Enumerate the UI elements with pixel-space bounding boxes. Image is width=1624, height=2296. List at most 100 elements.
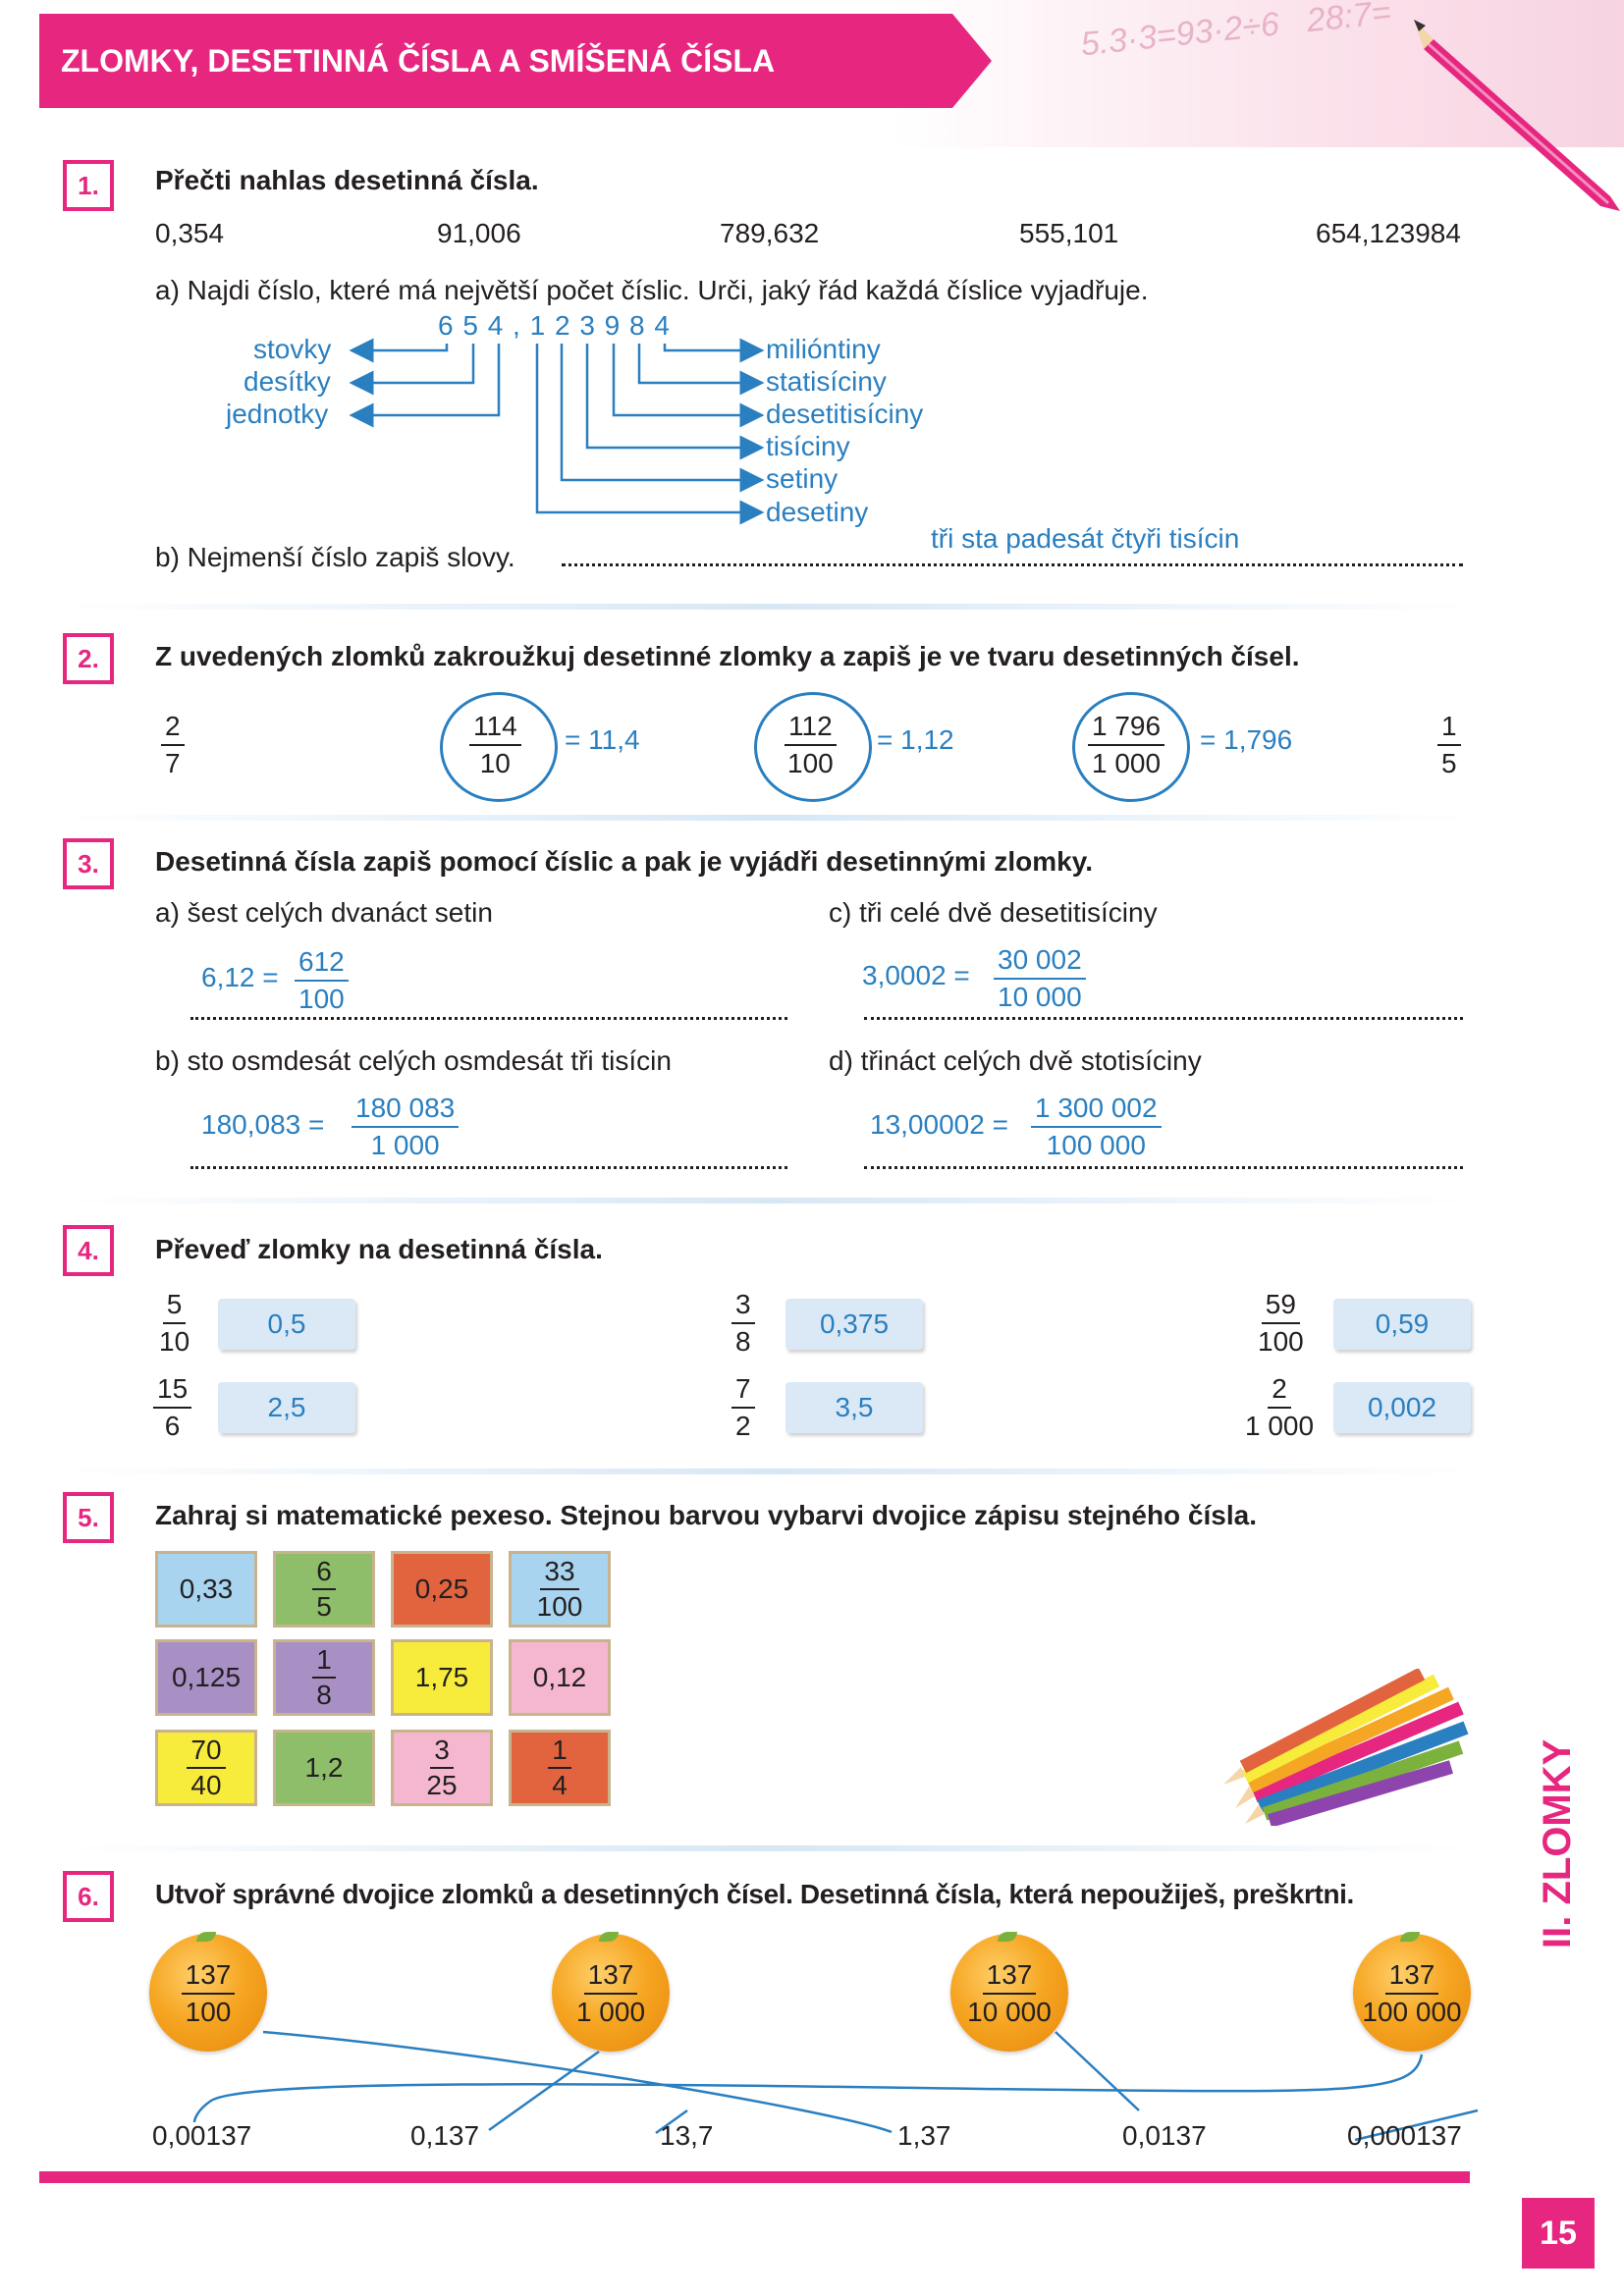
numerator: 1 — [1437, 709, 1461, 746]
divider — [69, 1198, 1473, 1203]
decimal-option[interactable]: 1,37 — [897, 2120, 951, 2151]
place-label: jednotky — [226, 399, 329, 429]
memory-tile[interactable]: 33 100 — [509, 1551, 611, 1628]
numerator: 137 — [181, 1957, 236, 1995]
divider — [69, 604, 1473, 610]
leaf-icon — [1400, 1932, 1420, 1942]
fraction: 137 100 000 — [1353, 1957, 1471, 2030]
memory-tile[interactable]: 70 40 — [155, 1730, 257, 1806]
place-label: stovky — [253, 334, 332, 364]
fraction: 3 25 — [422, 1734, 460, 1802]
place-label: desetiny — [766, 497, 869, 527]
fraction: 7 2 — [731, 1371, 755, 1444]
numerator: 2 — [1268, 1371, 1291, 1409]
decimal-option[interactable]: 0,000137 — [1347, 2120, 1462, 2151]
numerator: 112 — [785, 709, 837, 746]
exercise-task: Zahraj si matematické pexeso. Stejnou ba… — [155, 1500, 1257, 1530]
memory-tile[interactable]: 0,33 — [155, 1551, 257, 1628]
numerator: 3 — [430, 1734, 454, 1769]
subtask-label: c) tři celé dvě desetitisíciny — [829, 897, 1158, 928]
answer-box[interactable]: 3,5 — [785, 1382, 923, 1433]
memory-tile[interactable]: 3 25 — [391, 1730, 493, 1806]
exercise-number: 3. — [63, 838, 114, 889]
place-label: desítky — [244, 366, 331, 397]
exercise-number: 4. — [63, 1225, 114, 1276]
place-label: setiny — [766, 463, 839, 494]
decimal-option[interactable]: 0,137 — [410, 2120, 480, 2151]
matching-lines — [192, 2030, 1479, 2142]
fraction: 137 100 — [149, 1957, 267, 2030]
denominator: 100 — [298, 984, 345, 1014]
denominator: 1 000 — [1092, 748, 1162, 778]
circle-mark — [754, 692, 872, 802]
decimal-option[interactable]: 0,0137 — [1122, 2120, 1207, 2151]
tile-value: 1,2 — [304, 1752, 344, 1783]
denominator: 2 — [735, 1411, 751, 1441]
numerator: 612 — [295, 944, 349, 982]
orange-fraction[interactable]: 137 100 — [149, 1932, 267, 2052]
decimal-written: 13,00002 = — [870, 1109, 1008, 1140]
orange-fraction[interactable]: 137 1 000 — [552, 1932, 670, 2052]
exercise-task: Z uvedených zlomků zakroužkuj desetinné … — [155, 641, 1300, 671]
memory-tile[interactable]: 0,25 — [391, 1551, 493, 1628]
decimal-option[interactable]: 13,7 — [660, 2120, 714, 2151]
memory-tile[interactable]: 1,75 — [391, 1639, 493, 1716]
page-title: ZLOMKY, DESETINNÁ ČÍSLA A SMÍŠENÁ ČÍSLA — [61, 43, 776, 79]
place-value-digits: 6 5 4 , 1 2 3 9 8 4 — [438, 310, 671, 341]
place-label: tisíciny — [766, 431, 850, 461]
place-label: milióntiny — [766, 334, 881, 364]
denominator: 5 — [1441, 748, 1457, 778]
denominator: 6 — [164, 1411, 181, 1441]
fraction: 1 5 — [1437, 709, 1461, 781]
denominator: 100 — [787, 748, 834, 778]
exercise-task: Utvoř správné dvojice zlomků a desetinný… — [155, 1879, 1354, 1909]
exercise-number: 1. — [63, 160, 114, 211]
answer-box[interactable]: 2,5 — [218, 1382, 355, 1433]
denominator: 100 000 — [1046, 1130, 1146, 1160]
orange-fraction[interactable]: 137 10 000 — [950, 1932, 1068, 2052]
numerator: 137 — [1384, 1957, 1439, 1995]
memory-tile[interactable]: 1,2 — [273, 1730, 375, 1806]
subtask-a: a) Najdi číslo, které má největší počet … — [155, 275, 1149, 305]
tile-value: 1,75 — [414, 1662, 469, 1692]
denominator: 4 — [552, 1770, 568, 1800]
answer-box[interactable]: 0,5 — [218, 1299, 355, 1350]
numerator: 137 — [583, 1957, 638, 1995]
decimal-number: 654,123984 — [1316, 218, 1461, 248]
denominator: 1 000 — [1245, 1411, 1315, 1441]
fraction: 137 1 000 — [552, 1957, 670, 2030]
answer-box[interactable]: 0,002 — [1333, 1382, 1471, 1433]
exercise-task: Desetinná čísla zapiš pomocí číslic a pa… — [155, 846, 1093, 877]
memory-tile[interactable]: 0,125 — [155, 1639, 257, 1716]
footer-bar — [39, 2171, 1470, 2183]
answer-line — [190, 1166, 787, 1169]
fraction: 2 7 — [161, 709, 185, 781]
fraction: 137 10 000 — [950, 1957, 1068, 2030]
fraction: 180 083 1 000 — [352, 1091, 460, 1163]
fraction: 70 40 — [187, 1734, 226, 1802]
answer-box[interactable]: 0,375 — [785, 1299, 923, 1350]
tile-value: 0,25 — [414, 1574, 469, 1604]
denominator: 25 — [426, 1770, 458, 1800]
memory-tile[interactable]: 0,12 — [509, 1639, 611, 1716]
answer-line — [864, 1017, 1463, 1020]
page-number: 15 — [1522, 2198, 1595, 2269]
chapter-label: II. ZLOMKY — [1536, 1738, 1579, 1949]
exercise-number: 6. — [63, 1871, 114, 1922]
answer-box[interactable]: 0,59 — [1333, 1299, 1471, 1350]
fraction: 30 002 10 000 — [994, 942, 1086, 1015]
decimal-written: 6,12 = — [201, 962, 279, 992]
exercise-task: Přečti nahlas desetinná čísla. — [155, 165, 539, 195]
leaf-icon — [599, 1932, 619, 1942]
orange-fraction[interactable]: 137 100 000 — [1353, 1932, 1471, 2052]
decimal-option[interactable]: 0,00137 — [152, 2120, 252, 2151]
tile-value: 0,125 — [171, 1662, 242, 1692]
decimal-written: 3,0002 = — [862, 960, 970, 990]
answer-line — [864, 1166, 1463, 1169]
denominator: 100 000 — [1362, 1997, 1462, 2027]
